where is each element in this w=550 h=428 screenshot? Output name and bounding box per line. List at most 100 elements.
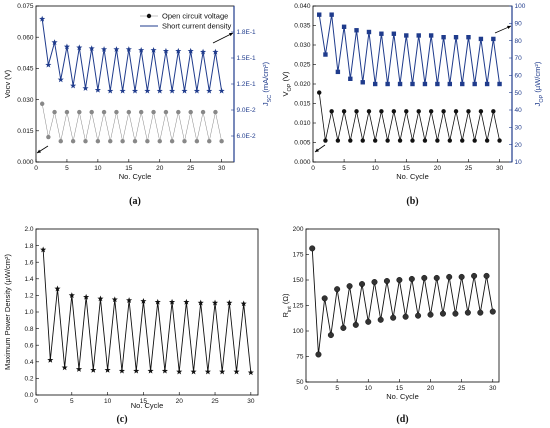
x-tick-label: 10	[104, 398, 112, 405]
jsc-point	[113, 46, 120, 52]
jop-point	[478, 36, 484, 42]
jop-point	[447, 81, 453, 87]
jop-point	[391, 31, 397, 36]
power-point	[61, 364, 68, 371]
y-tick-label: 0.8	[24, 326, 33, 333]
y-tick-label: 1.8	[24, 243, 33, 250]
vop-point	[360, 138, 365, 143]
y-tick-label: 0.045	[17, 66, 34, 73]
vop-point	[391, 109, 397, 114]
arrow-to-right-axis	[212, 32, 234, 44]
power-point	[204, 368, 211, 375]
y-axis-label-left: Vocv (V)	[3, 69, 12, 98]
y-tick-label: 0.035	[294, 23, 311, 30]
x-tick-label: 15	[403, 165, 411, 172]
power-point	[190, 368, 197, 375]
jsc-point	[144, 87, 151, 94]
y-tick-label: 100	[293, 328, 304, 335]
power-point	[240, 300, 247, 307]
vocv-point	[188, 109, 193, 115]
y-tick-label: 1.4	[24, 276, 33, 283]
vop-point	[428, 109, 434, 114]
y-tick-label: 80	[515, 38, 523, 45]
rint-point	[439, 310, 446, 317]
y-tick-label: 20	[515, 142, 523, 149]
jop-point	[453, 35, 459, 40]
jsc-point	[63, 43, 70, 50]
rint-point	[408, 275, 415, 282]
vop-point	[416, 109, 421, 114]
vocv-line	[41, 103, 222, 142]
vop-point	[317, 90, 322, 95]
y-tick-label: 70	[515, 55, 523, 62]
vocv-point	[89, 109, 94, 115]
y-tick-label: 1.2	[24, 293, 33, 300]
y-tick-label: 1.6	[24, 259, 33, 266]
jop-point	[422, 81, 428, 87]
y-tick-label: 0.6	[24, 342, 33, 349]
vop-point	[491, 109, 496, 114]
vocv-point	[52, 109, 57, 115]
y-tick-label: 125	[293, 303, 304, 310]
power-point	[75, 366, 83, 372]
y-axis-label-left-part: OP	[287, 83, 293, 91]
x-tick-label: 25	[211, 398, 219, 405]
y-tick-label: 0.020	[294, 81, 311, 88]
x-axis-label: No. Cycle	[131, 401, 164, 410]
jop-point	[472, 81, 477, 87]
jsc-point	[212, 48, 219, 55]
x-tick-label: 30	[247, 398, 255, 405]
jsc-point	[138, 47, 145, 53]
x-tick-label: 15	[125, 165, 133, 172]
y-tick-label: 0.030	[294, 42, 311, 49]
rint-point	[377, 316, 384, 323]
y-axis-label-part: Maximum Power Density (µW/cm²)	[3, 254, 12, 370]
x-tick-label: 0	[34, 165, 38, 172]
y-tick-label: 100	[515, 3, 526, 10]
jop-point	[397, 81, 403, 87]
y-tick-label: 0.4	[24, 359, 33, 366]
y-axis-label-right-part: J	[261, 102, 270, 106]
vop-point	[335, 138, 341, 143]
vocv-point	[151, 109, 156, 115]
jop-point	[435, 81, 440, 87]
y-axis-label-right: JOP (µW/cm²)	[533, 61, 545, 106]
vop-point	[441, 109, 446, 114]
jsc-point	[45, 61, 52, 68]
rint-point	[334, 286, 341, 293]
y-axis-label: Maximum Power Density (µW/cm²)	[3, 254, 12, 370]
rint-point	[321, 295, 328, 302]
vocv-point	[169, 139, 175, 144]
rint-point	[402, 313, 409, 320]
x-tick-label: 20	[176, 398, 184, 405]
vocv-point	[101, 109, 107, 115]
vocv-point	[58, 139, 63, 144]
jsc-point	[119, 87, 126, 94]
jsc-point	[169, 87, 176, 94]
rint-point	[359, 281, 366, 288]
vop-point	[410, 138, 415, 143]
jop-point	[410, 81, 415, 87]
rint-point	[346, 283, 353, 290]
power-point	[97, 295, 104, 302]
y-tick-label: 0.075	[17, 3, 34, 10]
panel-caption: (b)	[406, 196, 418, 207]
vocv-point	[138, 109, 144, 115]
vop-point	[354, 109, 359, 114]
y-axis-label-right-part: SC	[267, 95, 273, 103]
vocv-point	[157, 139, 162, 144]
jsc-point	[150, 47, 157, 53]
power-point	[176, 368, 183, 375]
vocv-point	[70, 139, 76, 144]
x-tick-label: 5	[335, 385, 339, 392]
rint-point	[477, 309, 484, 316]
vop-point	[348, 138, 353, 143]
vop-point	[484, 138, 490, 143]
jop-point	[466, 35, 471, 40]
rint-point	[458, 273, 465, 280]
power-point	[68, 292, 75, 298]
legend-entry: Open circuit voltage	[162, 12, 228, 21]
power-point	[111, 296, 118, 303]
y-axis-label: Rint (Ω)	[281, 293, 293, 317]
arrow-to-right-axis-head	[229, 33, 233, 37]
